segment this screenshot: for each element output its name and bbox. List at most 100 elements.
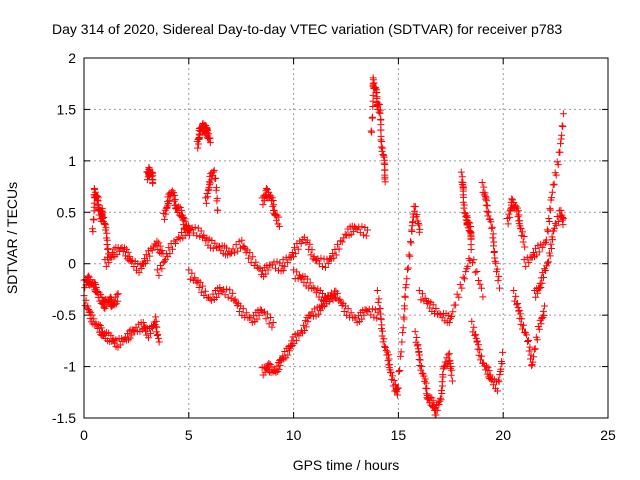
data-point: [292, 336, 300, 344]
data-point: [405, 251, 413, 259]
data-point: [114, 297, 122, 305]
data-point: [202, 199, 210, 207]
data-point: [486, 371, 494, 379]
data-point: [158, 247, 166, 255]
data-point: [552, 221, 560, 229]
data-point: [97, 290, 105, 298]
data-point: [206, 139, 214, 147]
data-point: [267, 192, 275, 200]
data-point: [445, 349, 453, 357]
series-track-U: [468, 317, 507, 395]
data-point: [492, 259, 500, 267]
data-point: [478, 352, 486, 360]
data-point: [387, 369, 395, 377]
data-point: [209, 290, 217, 298]
data-point: [275, 365, 283, 373]
data-point: [201, 287, 209, 295]
data-point: [505, 210, 513, 218]
data-point: [122, 245, 130, 253]
data-point: [464, 262, 472, 270]
data-point: [234, 247, 242, 255]
data-point: [281, 262, 289, 270]
data-point: [546, 206, 554, 214]
series-track-S: [457, 168, 475, 249]
data-point: [413, 211, 421, 219]
data-point: [253, 315, 261, 323]
data-point: [548, 194, 556, 202]
data-point: [209, 168, 217, 176]
data-point: [367, 127, 375, 135]
data-point: [232, 241, 240, 249]
data-point: [468, 259, 476, 267]
x-tick-label: 5: [185, 427, 193, 443]
data-point: [483, 370, 491, 378]
data-point: [418, 362, 426, 370]
data-point: [514, 207, 522, 215]
data-point: [108, 248, 116, 256]
data-point: [285, 347, 293, 355]
data-point: [466, 219, 474, 227]
data-point: [175, 203, 183, 211]
data-point: [529, 358, 537, 366]
data-point: [313, 256, 321, 264]
data-point: [379, 144, 387, 152]
series-track-D: [101, 237, 167, 277]
data-point: [514, 213, 522, 221]
data-point: [142, 251, 150, 259]
data-point: [436, 397, 444, 405]
data-point: [128, 331, 136, 339]
series-track-Q: [411, 328, 456, 419]
data-point: [550, 224, 558, 232]
data-point: [262, 270, 270, 278]
data-point: [498, 360, 506, 368]
data-point: [381, 166, 389, 174]
data-point: [444, 351, 452, 359]
data-point: [376, 106, 384, 114]
data-point: [238, 236, 246, 244]
data-point: [494, 376, 502, 384]
data-point: [548, 188, 556, 196]
series-track-R: [415, 245, 487, 327]
data-point: [199, 282, 207, 290]
data-point: [467, 222, 475, 230]
data-point: [143, 257, 151, 265]
data-point: [88, 225, 96, 233]
data-point: [558, 122, 566, 130]
data-point: [369, 113, 377, 121]
y-tick-label: -1: [64, 359, 77, 375]
data-point: [268, 323, 276, 331]
data-point: [384, 351, 392, 359]
data-point: [126, 334, 134, 342]
data-point: [401, 293, 409, 301]
data-point: [195, 283, 203, 291]
data-point: [332, 251, 340, 259]
data-point: [88, 311, 96, 319]
data-point: [269, 202, 277, 210]
data-point: [238, 311, 246, 319]
series-track-W: [510, 286, 549, 370]
series-track-M: [279, 222, 372, 272]
data-point: [137, 264, 145, 272]
data-point: [496, 284, 504, 292]
data-point: [130, 262, 138, 270]
data-point: [183, 221, 191, 229]
series-track-T: [478, 178, 504, 292]
data-point: [175, 233, 183, 241]
data-point: [265, 320, 273, 328]
data-point: [544, 259, 552, 267]
x-tick-label: 0: [80, 427, 88, 443]
data-point: [318, 289, 326, 297]
data-point: [416, 225, 424, 233]
data-point: [269, 319, 277, 327]
data-point: [557, 140, 565, 148]
data-point: [223, 285, 231, 293]
data-point: [168, 245, 176, 253]
data-point: [459, 187, 467, 195]
data-point: [156, 242, 164, 250]
series-track-A: [80, 292, 163, 351]
data-point: [429, 301, 437, 309]
data-point: [473, 337, 481, 345]
data-point: [432, 405, 440, 413]
data-point: [224, 293, 232, 301]
y-tick-label: 1.5: [57, 101, 77, 117]
